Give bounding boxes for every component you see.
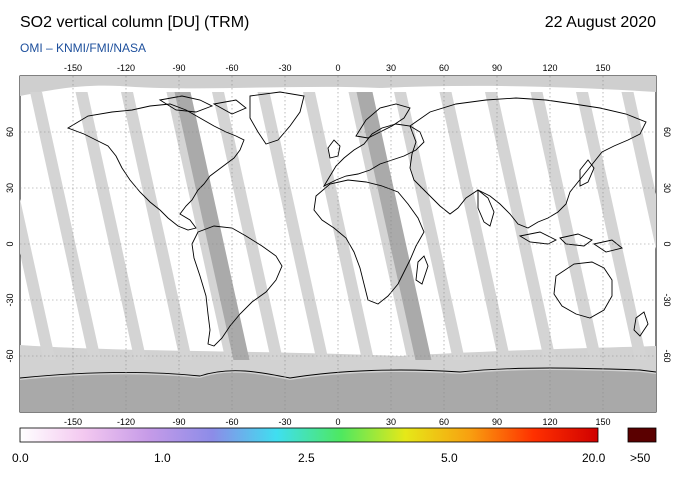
lon-tick-bottom: 90 <box>492 417 502 427</box>
map-title: SO2 vertical column [DU] (TRM) <box>20 14 250 31</box>
lon-tick-bottom: -120 <box>117 417 135 427</box>
gap-stripe <box>257 92 329 360</box>
colorbar-label-0: 0.0 <box>12 451 29 465</box>
lon-tick-bottom: -30 <box>278 417 291 427</box>
lat-tick-right: 60 <box>662 127 672 137</box>
lon-tick-top: 0 <box>335 63 340 73</box>
arctic-islands-coast <box>158 95 247 115</box>
lon-tick-bottom: 150 <box>595 417 610 427</box>
colorbar-scale <box>19 427 599 443</box>
lat-tick-left: 30 <box>5 183 15 193</box>
lon-tick-bottom: 60 <box>439 417 449 427</box>
new-zealand-coast <box>633 311 649 337</box>
lat-tick-right: 30 <box>662 183 672 193</box>
gap-stripe <box>576 92 647 360</box>
longitude-labels-bottom: -150 -120 -90 -60 -30 0 30 60 90 120 150 <box>64 417 611 427</box>
gap-stripe <box>439 92 511 360</box>
lon-tick-bottom: -60 <box>225 417 238 427</box>
british-isles-coast <box>327 139 341 159</box>
colorbar-overflow-swatch <box>627 427 657 443</box>
lon-tick-top: 150 <box>595 63 610 73</box>
lat-tick-left: 60 <box>5 127 15 137</box>
lat-tick-left: 0 <box>5 241 15 246</box>
latitude-labels-right: 60 30 0 -30 -60 <box>662 127 672 363</box>
colorbar-label-3: 5.0 <box>441 451 458 465</box>
orbit-overpass-stripes <box>174 92 432 360</box>
lon-tick-top: -150 <box>64 63 82 73</box>
indonesia-coast <box>518 231 623 253</box>
north-america-coast <box>66 103 245 231</box>
lon-tick-bottom: -150 <box>64 417 82 427</box>
colorbar-overflow-label: >50 <box>630 451 651 465</box>
gap-stripe <box>530 92 602 360</box>
gap-stripe <box>621 92 656 249</box>
lat-tick-right: -60 <box>662 349 672 362</box>
gap-stripe <box>30 92 101 360</box>
lon-tick-top: 90 <box>492 63 502 73</box>
japan-coast <box>579 159 595 187</box>
lat-tick-right: 0 <box>662 241 672 246</box>
orbit-gap-stripes <box>20 92 656 360</box>
lon-tick-top: 30 <box>386 63 396 73</box>
greenland-coast <box>249 91 305 145</box>
lon-tick-bottom: -90 <box>172 417 185 427</box>
india-coast <box>477 189 495 227</box>
asia-coast <box>409 97 647 229</box>
lon-tick-top: 60 <box>439 63 449 73</box>
lon-tick-bottom: 0 <box>335 417 340 427</box>
overpass-stripe <box>174 92 250 360</box>
lon-tick-top: -30 <box>278 63 291 73</box>
graticule <box>20 76 656 412</box>
lon-tick-top: -120 <box>117 63 135 73</box>
colorbar-label-1: 1.0 <box>154 451 171 465</box>
lon-tick-bottom: 30 <box>386 417 396 427</box>
coastlines <box>20 91 656 379</box>
lat-tick-left: -30 <box>5 293 15 306</box>
longitude-labels-top: -150 -120 -90 -60 -30 0 30 60 90 120 150 <box>64 63 611 73</box>
lat-tick-left: -60 <box>5 349 15 362</box>
gap-stripe <box>303 92 374 360</box>
gap-stripe <box>75 92 147 360</box>
colorbar-label-4: 20.0 <box>582 451 606 465</box>
latitude-labels-left: 60 30 0 -30 -60 <box>5 127 15 363</box>
lon-tick-top: -90 <box>172 63 185 73</box>
lat-tick-right: -30 <box>662 293 672 306</box>
gap-stripe <box>20 198 56 360</box>
lon-tick-bottom: 120 <box>542 417 557 427</box>
colorbar <box>19 427 657 443</box>
lon-tick-top: 120 <box>542 63 557 73</box>
colorbar-label-2: 2.5 <box>298 451 315 465</box>
africa-coast <box>313 179 425 305</box>
madagascar-coast <box>415 255 429 285</box>
data-credit: OMI – KNMI/FMI/NASA <box>20 41 147 55</box>
gap-stripe <box>121 92 192 360</box>
scandinavia-coast <box>355 103 411 139</box>
overpass-stripe <box>356 92 432 360</box>
map-date: 22 August 2020 <box>544 14 656 31</box>
south-america-coast <box>191 225 283 347</box>
australia-coast <box>553 261 613 319</box>
gap-stripe <box>485 92 556 360</box>
antarctica-coast <box>20 367 656 379</box>
lon-tick-top: -60 <box>225 63 238 73</box>
